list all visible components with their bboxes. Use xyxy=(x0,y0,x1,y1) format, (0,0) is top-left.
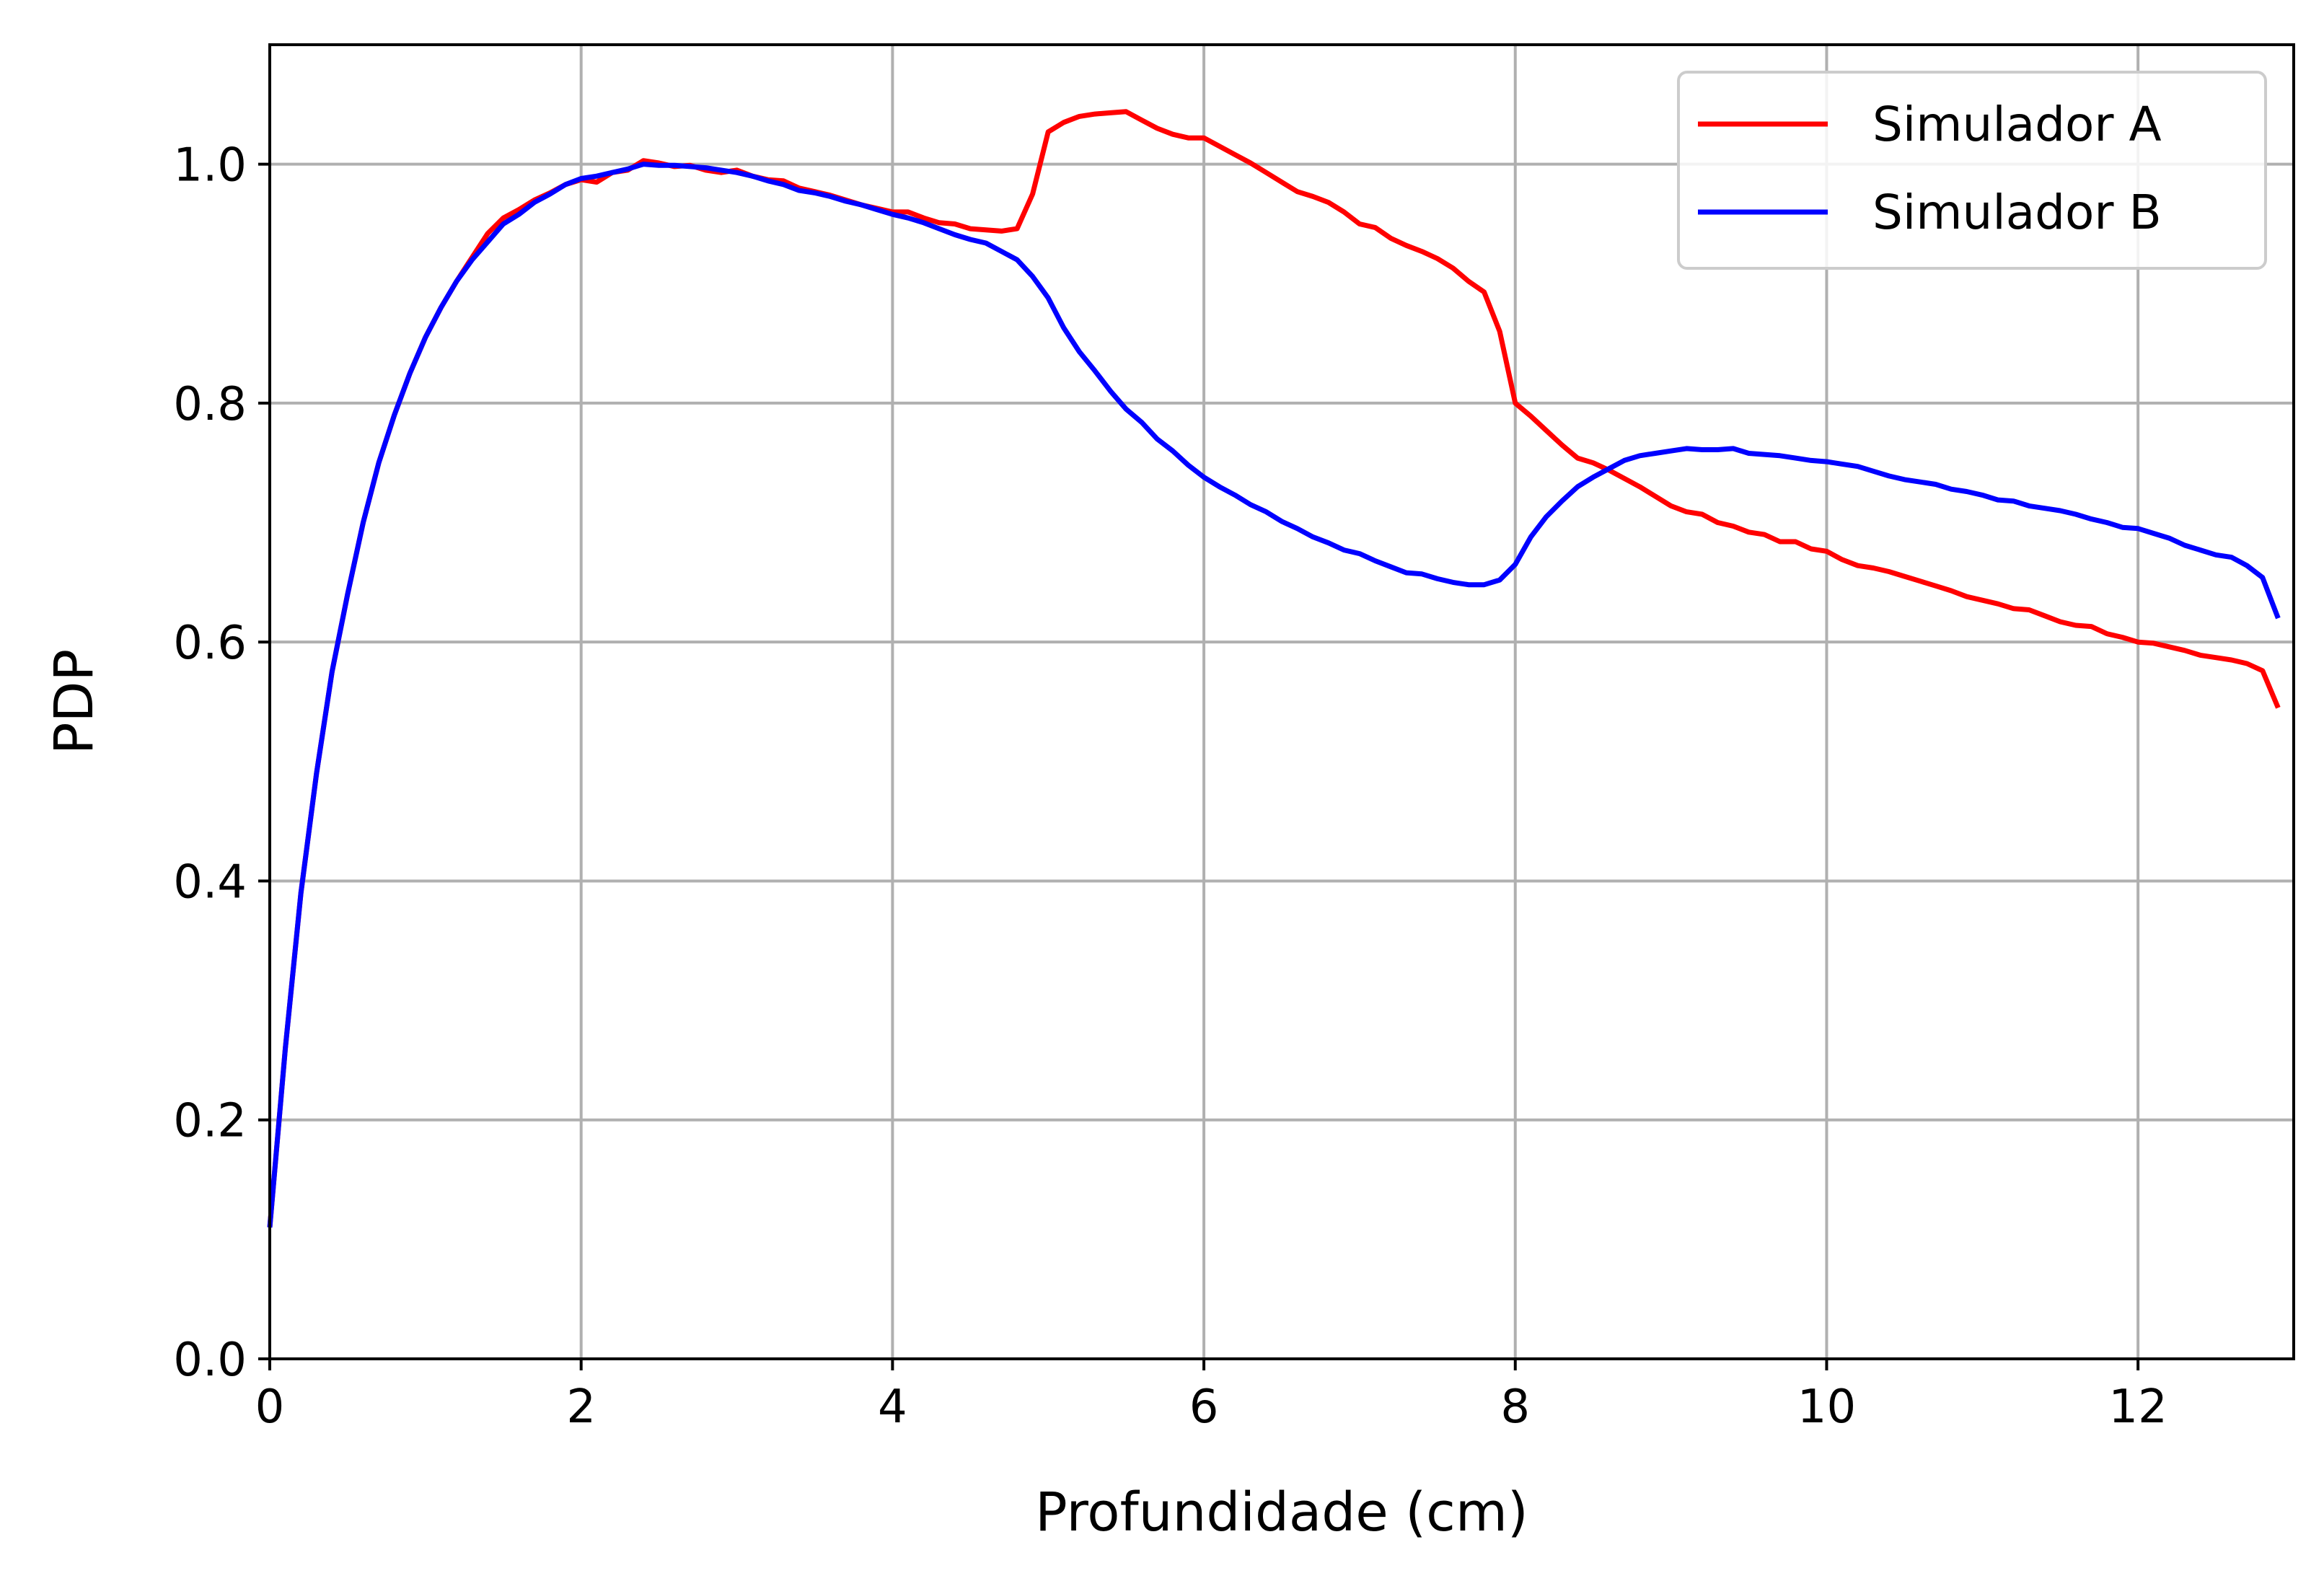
legend: Simulador A Simulador B xyxy=(1677,71,2267,270)
y-tick-label: 0.6 xyxy=(173,617,247,670)
series-line-simulador-b xyxy=(267,162,2281,1228)
x-tick-label: 6 xyxy=(1189,1380,1219,1434)
x-tick-label: 2 xyxy=(566,1380,596,1434)
x-tick-label: 0 xyxy=(255,1380,285,1434)
x-tick-label: 10 xyxy=(1797,1380,1856,1434)
y-axis-label: PDP xyxy=(43,649,105,754)
x-tick-label: 8 xyxy=(1500,1380,1530,1434)
x-axis-label: Profundidade (cm) xyxy=(1035,1481,1528,1543)
y-tick-label: 0.2 xyxy=(173,1095,247,1148)
x-tick-label: 12 xyxy=(2108,1380,2167,1434)
y-tick-label: 1.0 xyxy=(173,139,247,193)
x-tick-label: 4 xyxy=(878,1380,907,1434)
series-lines xyxy=(267,109,2281,1228)
y-tick-label: 0.4 xyxy=(173,855,247,909)
y-tick-label: 0.0 xyxy=(173,1334,247,1387)
legend-label: Simulador A xyxy=(1872,97,2162,152)
axis-ticks: 0 2 4 6 8 10 12 0.0 0.2 0.4 0.6 0.8 1.0 xyxy=(173,139,2167,1434)
legend-box xyxy=(1677,71,2267,270)
plot-frame xyxy=(268,43,2295,1360)
y-tick-label: 0.8 xyxy=(173,378,247,431)
series-line-simulador-a xyxy=(267,109,2281,1228)
legend-label: Simulador B xyxy=(1872,185,2162,240)
